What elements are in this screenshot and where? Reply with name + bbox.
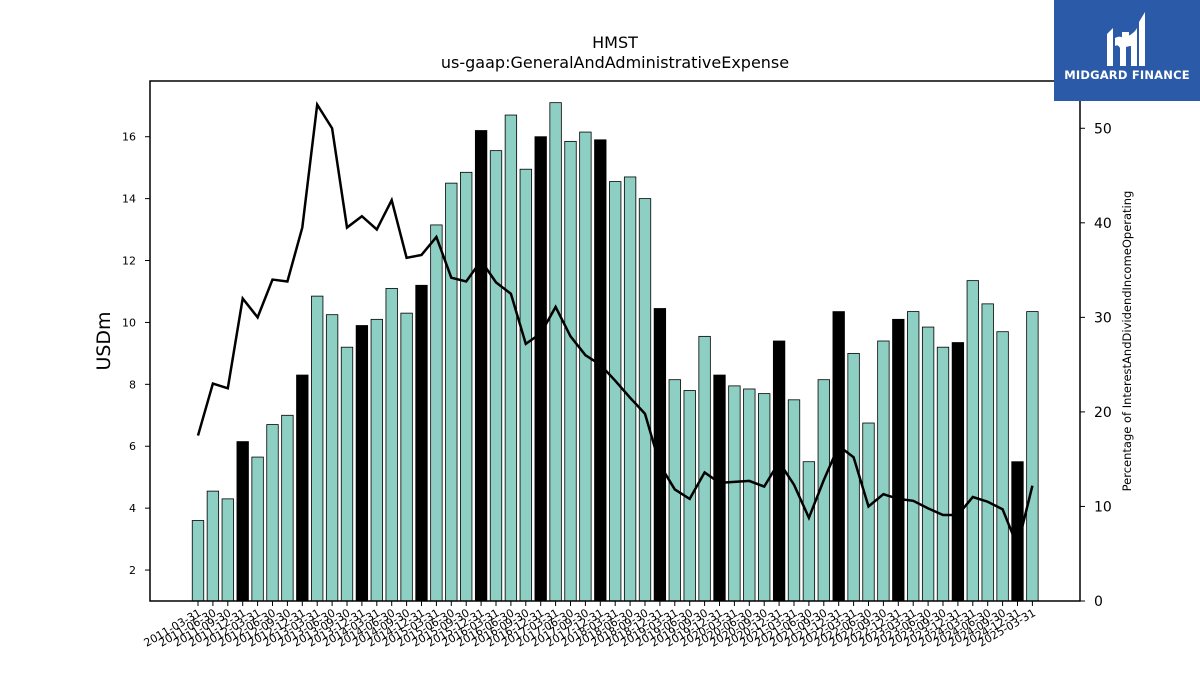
bar-2024-03-31	[966, 280, 979, 602]
y-tick-label: 12	[122, 255, 136, 268]
bar-2015-03-31	[430, 224, 443, 602]
bar-2011-06-30	[206, 490, 220, 602]
y2-tick-label: 10	[1094, 499, 1112, 515]
bar-2013-09-30	[340, 346, 354, 602]
bar-2013-06-30	[325, 314, 339, 602]
y2-axis-label: Percentage of InterestAndDividendIncomeO…	[1120, 191, 1134, 492]
bar-2023-06-30	[921, 326, 935, 602]
bar-2014-06-30	[385, 287, 398, 602]
y2-tick-label: 30	[1094, 310, 1112, 326]
bar-2021-06-30	[802, 461, 816, 602]
bar-2022-06-30	[862, 422, 875, 602]
bar-2023-12-31	[951, 342, 965, 602]
y-tick-label: 6	[129, 440, 136, 453]
bar-2012-06-30	[266, 424, 279, 602]
y-tick-label: 14	[122, 193, 136, 206]
bar-2012-12-31	[296, 374, 309, 602]
bar-2014-12-31	[415, 284, 428, 602]
y2-tick-label: 40	[1094, 216, 1112, 232]
bar-2018-09-30	[638, 198, 652, 602]
bar-2011-12-31	[236, 441, 249, 602]
bar-2018-03-31	[609, 181, 622, 602]
bar-2018-06-30	[623, 176, 637, 602]
bar-2016-06-30	[504, 114, 518, 602]
chart-title: HMST	[592, 33, 638, 52]
y-tick-label: 16	[122, 131, 136, 144]
bar-2017-03-31	[549, 102, 562, 602]
y-axis-right: 0 10 20 30 40 50	[1080, 121, 1112, 610]
bar-2011-09-30	[221, 498, 234, 602]
bar-2014-09-30	[400, 312, 413, 602]
bar-2011-03-31	[191, 520, 205, 602]
bar-2014-03-31	[370, 318, 383, 602]
bar-2019-12-31	[713, 374, 726, 602]
bar-2023-03-31	[907, 311, 920, 602]
bar-2015-06-30	[445, 182, 458, 602]
bar-2020-06-30	[743, 388, 756, 602]
bar-2015-12-31	[474, 130, 488, 602]
bar-series	[191, 102, 1039, 602]
y-tick-label: 10	[122, 316, 136, 329]
bar-2013-03-31	[311, 295, 324, 602]
bar-2022-03-31	[847, 352, 860, 602]
logo: MIDGARD FINANCE	[1054, 0, 1200, 101]
bar-2012-03-31	[251, 456, 264, 602]
logo-text: MIDGARD FINANCE	[1064, 68, 1190, 82]
x-axis: 2011-03-312011-06-302011-09-302011-12-31…	[142, 601, 1038, 650]
bar-2016-12-31	[534, 136, 547, 602]
bar-2025-03-31	[1026, 311, 1039, 602]
bar-2015-09-30	[460, 171, 473, 602]
bar-2016-03-31	[489, 150, 503, 602]
bar-2020-03-31	[728, 385, 741, 602]
ratio-line	[196, 100, 1034, 551]
bar-2017-09-30	[579, 131, 592, 602]
chart-subtitle: us-gaap:GeneralAndAdministrativeExpense	[441, 53, 789, 72]
bar-2021-03-31	[787, 399, 801, 602]
bar-2012-09-30	[281, 414, 294, 602]
y2-tick-label: 20	[1094, 405, 1112, 421]
bar-2023-09-30	[936, 346, 950, 602]
midgard-logo-icon	[1107, 12, 1145, 66]
bar-2020-09-30	[758, 393, 771, 602]
y2-tick-label: 0	[1094, 594, 1103, 610]
bar-2017-06-30	[564, 140, 577, 602]
y-tick-label: 2	[129, 564, 136, 577]
bar-2024-06-30	[981, 303, 994, 602]
y-axis-label: USDm	[93, 311, 115, 370]
bar-2024-09-30	[996, 331, 1009, 602]
y-tick-label: 4	[129, 502, 136, 515]
y-axis-left: 2 4 6 8 10 12 14 16	[122, 131, 150, 577]
bar-2016-09-30	[519, 168, 532, 602]
bar-2013-12-31	[355, 325, 369, 602]
bar-2022-09-30	[877, 340, 890, 602]
bar-2019-09-30	[698, 335, 711, 602]
y2-tick-label: 50	[1094, 121, 1112, 137]
bar-2022-12-31	[892, 318, 905, 602]
y-tick-label: 8	[129, 378, 136, 391]
